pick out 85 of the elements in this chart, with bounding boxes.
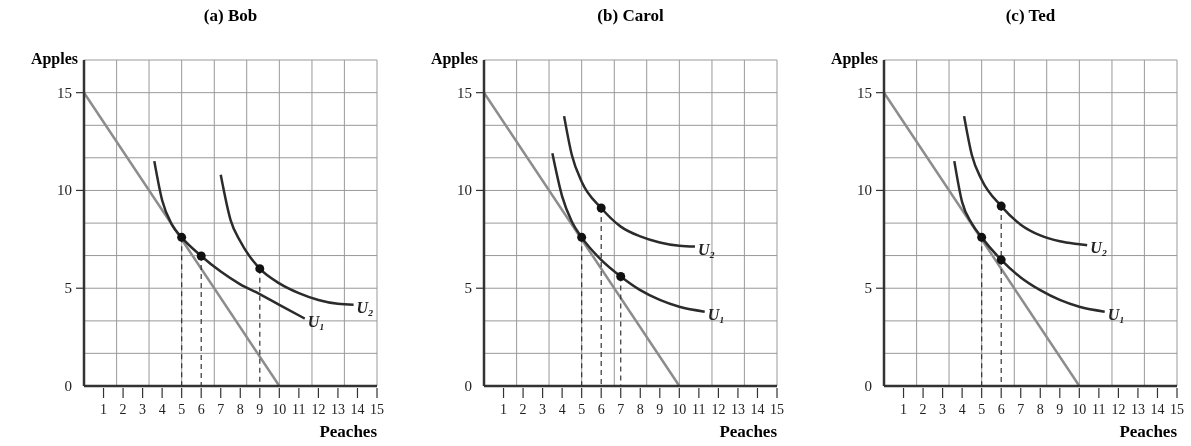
series-label: U₁ [1107,305,1125,323]
x-tick-label: 6 [597,402,605,417]
series-label: U₁ [307,312,325,330]
chart-title: (c) Ted [1004,6,1057,26]
y-tick-label: 10 [457,182,472,199]
point [596,203,606,213]
x-tick-label: 7 [617,402,625,417]
x-tick-label: 10 [1072,402,1087,417]
x-tick-label: 5 [978,402,986,417]
point [616,271,626,281]
point [577,232,587,242]
x-tick-label: 6 [197,402,205,417]
x-tick-label: 8 [636,402,644,417]
x-tick-label: 11 [1092,402,1106,417]
x-tick-label: 8 [236,402,244,417]
y-tick-label: 10 [857,182,872,199]
x-tick-label: 15 [770,402,784,417]
x-tick-label: 11 [692,402,706,417]
x-tick-label: 9 [1056,402,1064,417]
x-tick-label: 6 [997,402,1005,417]
x-tick-label: 8 [1036,402,1044,417]
line-series [953,159,1106,313]
series-label: U₂ [1090,239,1108,257]
x-tick-label: 13 [330,402,345,417]
chart-title: (b) Carol [596,6,665,26]
series-label: U₁ [707,305,725,323]
x-tick-label: 10 [672,402,687,417]
series-label: U₂ [697,240,716,258]
y-tick-label: 0 [864,378,872,394]
point [177,232,187,242]
x-tick-label: 12 [1111,402,1126,417]
x-tick-label: 7 [1017,402,1025,417]
x-tick-label: 9 [256,402,264,417]
x-tick-label: 9 [656,402,664,417]
point [196,251,206,261]
x-tick-label: 15 [370,402,384,417]
line-series [962,114,1089,247]
point [977,232,987,242]
x-tick-label: 13 [1130,402,1145,417]
x-tick-label: 13 [730,402,745,417]
line-series [562,114,697,248]
x-tick-label: 4 [158,402,166,417]
y-tick-label: 0 [464,378,472,394]
y-tick-label: 15 [457,84,472,101]
y-tick-label: 0 [64,378,72,394]
x-tick-label: 15 [1170,402,1184,417]
x-tick-label: 2 [119,402,127,417]
x-tick-label: 14 [1150,402,1165,417]
x-tick-label: 3 [939,402,947,417]
x-tick-label: 4 [558,402,566,417]
line-series [219,173,355,307]
y-axis-title: Apples [29,50,78,68]
x-tick-label: 4 [958,402,966,417]
series-label: U₂ [356,298,374,316]
point [996,201,1006,211]
x-tick-label: 12 [311,402,326,417]
y-axis-title: Apples [429,50,478,68]
x-axis-title: Peaches [1118,422,1177,442]
x-tick-label: 2 [519,402,527,417]
x-axis-title: Peaches [718,422,777,442]
y-tick-label: 5 [64,280,72,297]
y-tick-label: 15 [57,84,72,101]
point [996,255,1006,265]
x-tick-label: 12 [711,402,726,417]
y-axis-title: Apples [829,50,878,68]
x-tick-label: 10 [272,402,287,417]
y-tick-label: 15 [857,84,872,101]
chart-title: (a) Bob [202,6,259,26]
x-tick-label: 1 [100,402,108,417]
point [255,264,265,274]
x-tick-label: 7 [217,402,225,417]
x-tick-label: 11 [292,402,306,417]
y-tick-label: 5 [864,280,872,297]
x-tick-label: 5 [178,402,186,417]
x-tick-label: 14 [350,402,365,417]
x-tick-label: 3 [539,402,547,417]
x-tick-label: 3 [139,402,147,417]
x-tick-label: 14 [750,402,765,417]
x-tick-label: 2 [919,402,927,417]
x-tick-label: 1 [500,402,508,417]
y-tick-label: 10 [57,182,72,199]
x-axis-title: Peaches [318,422,377,442]
y-tick-label: 5 [464,280,472,297]
x-tick-label: 1 [900,402,908,417]
x-tick-label: 5 [578,402,586,417]
